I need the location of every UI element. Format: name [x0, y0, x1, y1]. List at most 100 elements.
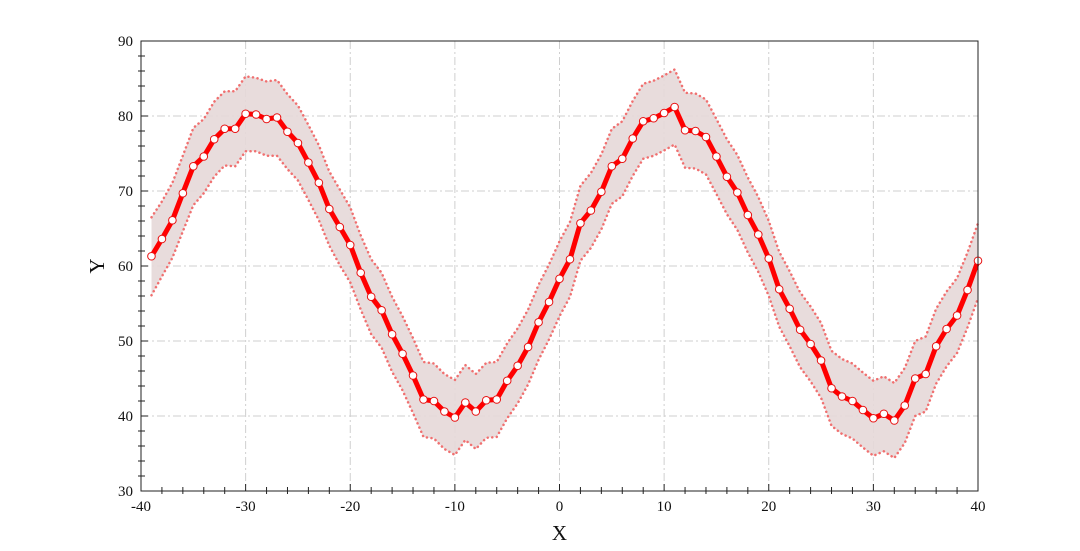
data-point — [209, 134, 219, 144]
y-tick-label: 90 — [118, 34, 133, 50]
data-point — [314, 178, 324, 188]
data-point — [335, 222, 345, 232]
data-point — [304, 158, 313, 167]
data-point — [879, 409, 889, 419]
data-point — [345, 240, 355, 250]
y-tick-labels: 30 40 50 60 70 80 90 — [118, 34, 133, 500]
data-point — [147, 251, 156, 261]
data-point — [534, 317, 543, 327]
y-tick-label: 40 — [118, 409, 133, 425]
data-point — [513, 361, 522, 371]
data-point — [900, 401, 910, 410]
data-point — [890, 416, 899, 425]
data-point — [419, 395, 428, 404]
data-point — [638, 116, 648, 126]
data-point — [659, 108, 669, 118]
data-point — [712, 152, 721, 161]
data-point — [492, 395, 502, 404]
data-point — [272, 113, 282, 122]
data-point — [680, 125, 690, 135]
data-point — [921, 369, 930, 379]
band-lower-edge — [150, 142, 980, 460]
x-tick-label: -20 — [340, 499, 360, 515]
data-point — [471, 407, 481, 416]
data-point — [199, 152, 209, 161]
data-point — [827, 383, 836, 393]
band-upper-edge — [150, 67, 980, 385]
data-point — [157, 234, 167, 244]
data-point — [450, 413, 460, 422]
data-point — [753, 230, 763, 239]
data-point — [910, 374, 920, 383]
data-point — [691, 126, 700, 136]
data-point — [356, 268, 366, 278]
data-point — [408, 371, 418, 380]
data-point — [565, 254, 575, 264]
x-tick-label: 20 — [761, 499, 776, 515]
data-point — [733, 188, 742, 197]
y-tick-label: 80 — [118, 109, 133, 125]
data-point — [952, 311, 962, 320]
data-point — [816, 356, 826, 365]
data-point — [806, 339, 815, 349]
data-point — [481, 395, 491, 405]
data-point — [722, 172, 732, 182]
data-markers — [147, 102, 983, 425]
axis-ticks — [138, 40, 979, 494]
data-point — [387, 329, 397, 339]
data-point — [597, 187, 606, 197]
data-point — [262, 114, 271, 124]
data-point — [189, 161, 198, 171]
data-point — [670, 102, 679, 112]
x-tick-label: 0 — [556, 499, 564, 515]
x-tick-label: -30 — [236, 499, 256, 515]
x-axis-title: X — [552, 521, 567, 545]
data-point — [963, 285, 972, 295]
data-point — [461, 398, 470, 407]
data-point — [576, 218, 585, 228]
data-point — [178, 188, 188, 198]
data-point — [366, 292, 376, 302]
data-point — [230, 124, 240, 134]
data-point — [628, 134, 638, 143]
data-point — [586, 206, 596, 215]
data-point — [617, 154, 627, 164]
data-point — [607, 161, 617, 171]
data-point — [251, 110, 261, 119]
x-tick-label: -40 — [131, 499, 151, 515]
data-point — [220, 124, 229, 134]
data-point — [325, 204, 334, 214]
data-point — [837, 392, 847, 401]
x-tick-label: -10 — [445, 499, 465, 515]
x-tick-label: 40 — [971, 499, 986, 515]
data-point — [377, 305, 386, 315]
data-point — [795, 325, 805, 335]
y-axis-title: Y — [85, 258, 109, 273]
data-point — [241, 109, 250, 119]
data-point — [942, 324, 951, 334]
data-point — [774, 284, 784, 294]
data-point — [764, 254, 774, 263]
data-point — [440, 407, 449, 416]
data-point — [555, 274, 564, 284]
data-point — [848, 396, 857, 406]
x-tick-label: 30 — [866, 499, 881, 515]
data-point — [168, 215, 177, 225]
data-point — [649, 113, 658, 123]
data-point — [743, 210, 753, 220]
data-point — [293, 138, 303, 148]
y-tick-label: 30 — [118, 484, 133, 500]
data-point — [502, 376, 512, 386]
data-point — [785, 304, 794, 314]
y-tick-label: 50 — [118, 334, 133, 350]
data-point — [544, 297, 554, 307]
y-tick-label: 70 — [118, 184, 133, 200]
confidence-band — [151, 69, 978, 458]
data-point — [701, 132, 711, 142]
data-point — [429, 396, 439, 406]
x-tick-label: 10 — [657, 499, 672, 515]
data-point — [858, 405, 868, 415]
data-point — [869, 413, 878, 423]
data-point — [283, 127, 292, 137]
